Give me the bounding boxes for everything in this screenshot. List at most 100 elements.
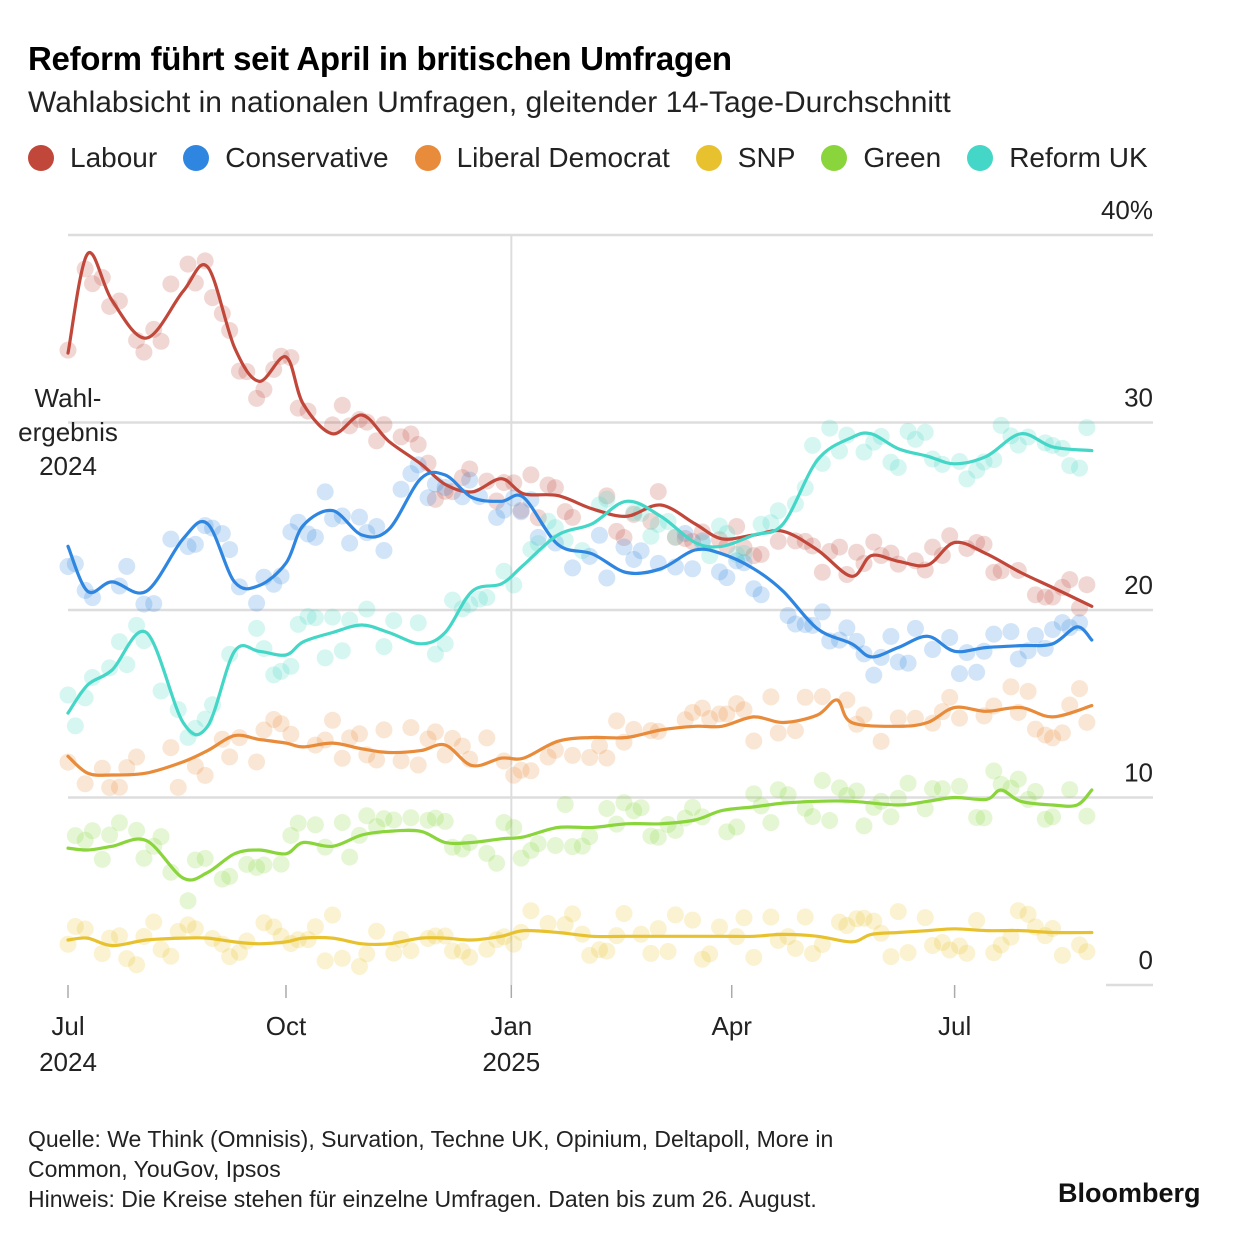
poll-dot-reform-uk xyxy=(505,576,523,594)
chart-title: Reform führt seit April in britischen Um… xyxy=(28,40,732,77)
poll-dot-green xyxy=(581,828,599,846)
poll-dot-liberal-democrat xyxy=(221,748,239,766)
poll-dot-conservative xyxy=(350,508,368,526)
x-tick-label: Jul xyxy=(938,1011,971,1041)
poll-dot-labour xyxy=(745,547,763,565)
poll-dot-reform-uk xyxy=(118,656,136,674)
poll-dot-green xyxy=(855,817,873,835)
poll-dot-snp xyxy=(659,943,677,961)
poll-dot-snp xyxy=(855,909,873,927)
poll-dot-conservative xyxy=(1002,623,1020,641)
poll-dot-snp xyxy=(385,944,403,962)
poll-dot-green xyxy=(916,800,934,818)
poll-dot-green xyxy=(796,799,814,817)
poll-dot-green xyxy=(101,826,119,844)
poll-dot-conservative xyxy=(865,666,883,684)
poll-dot-green xyxy=(221,867,239,885)
poll-dot-labour xyxy=(135,343,153,361)
poll-dot-reform-uk xyxy=(436,635,454,653)
poll-dot-liberal-democrat xyxy=(392,752,410,770)
poll-dot-labour xyxy=(831,538,849,556)
axis-labels-layer: 0 10 20 30 40% Jul 2024 Oct Jan 2025 Apr Jul Wahl-er… xyxy=(18,195,1153,1077)
poll-dot-reform-uk xyxy=(546,519,564,537)
poll-dot-reform-uk xyxy=(985,451,1003,469)
poll-dot-liberal-democrat xyxy=(444,729,462,747)
poll-dot-green xyxy=(872,792,890,810)
poll-dot-snp xyxy=(128,956,146,974)
poll-dot-liberal-democrat xyxy=(76,775,94,793)
poll-dot-labour xyxy=(162,275,180,293)
poll-dot-snp xyxy=(684,911,702,929)
poll-dot-reform-uk xyxy=(470,590,488,608)
poll-dot-liberal-democrat xyxy=(436,746,454,764)
poll-dot-reform-uk xyxy=(272,662,290,680)
poll-dot-liberal-democrat xyxy=(128,748,146,766)
poll-dot-snp xyxy=(1002,928,1020,946)
poll-dot-snp xyxy=(831,913,849,931)
poll-dot-labour xyxy=(402,425,420,443)
poll-dot-labour xyxy=(642,512,660,530)
poll-dot-green xyxy=(522,841,540,859)
poll-dot-conservative xyxy=(186,535,204,553)
poll-dot-labour xyxy=(992,562,1010,580)
poll-dot-reform-uk xyxy=(649,515,667,533)
poll-dot-snp xyxy=(255,914,273,932)
poll-dot-snp xyxy=(649,920,667,938)
poll-dot-labour xyxy=(539,476,557,494)
legend-swatch xyxy=(414,145,441,171)
poll-dot-snp xyxy=(436,927,454,945)
poll-dot-liberal-democrat xyxy=(889,709,907,727)
legend-item-liberal-democrat: Liberal Democrat xyxy=(414,142,670,174)
source-line-2: Common, YouGov, Ipsos xyxy=(28,1156,281,1182)
poll-dot-green xyxy=(684,798,702,816)
poll-dot-reform-uk xyxy=(66,717,84,735)
poll-dot-conservative xyxy=(975,642,993,660)
poll-dot-snp xyxy=(701,945,719,963)
legend-item-labour: Labour xyxy=(28,142,157,174)
poll-dot-reform-uk xyxy=(110,633,128,651)
poll-dot-snp xyxy=(796,908,814,926)
legend-label: SNP xyxy=(737,142,796,173)
poll-dot-liberal-democrat xyxy=(539,748,557,766)
poll-dot-liberal-democrat xyxy=(1053,724,1071,742)
poll-dot-labour xyxy=(453,469,471,487)
poll-dot-liberal-democrat xyxy=(769,724,787,742)
poll-dot-conservative xyxy=(899,654,917,672)
poll-dot-conservative xyxy=(598,569,616,587)
poll-dot-labour xyxy=(461,460,479,478)
poll-dot-conservative xyxy=(924,641,942,659)
election-result-label: Wahl- xyxy=(35,383,102,413)
poll-dot-green xyxy=(625,802,643,820)
trend-line-conservative xyxy=(66,470,1094,659)
poll-dot-liberal-democrat xyxy=(350,725,368,743)
poll-dot-labour xyxy=(392,428,410,446)
poll-dot-green xyxy=(128,821,146,839)
poll-dot-reform-uk xyxy=(642,527,660,545)
poll-dot-liberal-democrat xyxy=(186,757,204,775)
poll-dot-green xyxy=(831,779,849,797)
poll-dot-conservative xyxy=(341,534,359,552)
poll-dot-liberal-democrat xyxy=(419,730,437,748)
poll-dot-reform-uk xyxy=(306,609,324,627)
poll-dot-reform-uk xyxy=(495,562,513,580)
legend-label: Green xyxy=(863,142,942,173)
poll-dot-reform-uk xyxy=(83,668,101,686)
poll-dot-snp xyxy=(941,941,959,959)
poll-dot-labour xyxy=(358,413,376,431)
poll-dot-snp xyxy=(444,942,462,960)
poll-dot-liberal-democrat xyxy=(101,778,119,796)
poll-dot-reform-uk xyxy=(248,619,266,637)
legend-swatch xyxy=(183,145,210,171)
poll-dot-labour xyxy=(333,396,351,414)
poll-dot-green xyxy=(478,844,496,862)
poll-dot-reform-uk xyxy=(1078,419,1096,437)
legend: Labour Conservative Liberal Democrat SNP Gre… xyxy=(28,142,1174,174)
poll-dot-labour xyxy=(933,546,951,564)
poll-dot-snp xyxy=(710,918,728,936)
poll-dot-liberal-democrat xyxy=(272,715,290,733)
poll-dot-liberal-democrat xyxy=(1071,680,1089,698)
poll-dot-green xyxy=(813,771,831,789)
poll-dot-reform-uk xyxy=(316,649,334,667)
election-result-label: ergebnis xyxy=(18,417,118,447)
poll-dot-labour xyxy=(1044,588,1062,606)
